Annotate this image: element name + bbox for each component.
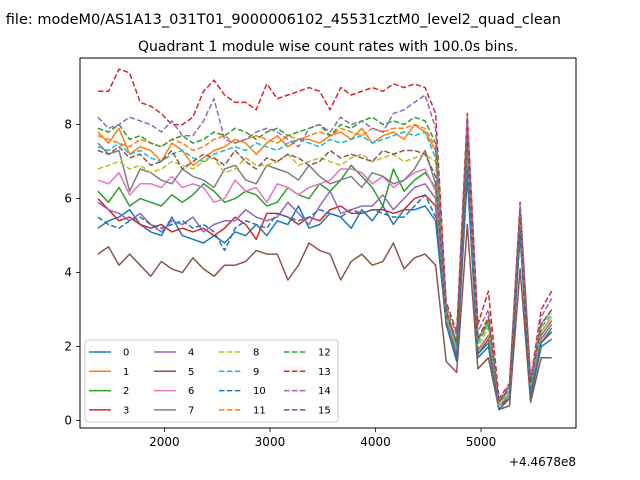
- legend-label-0: 0: [123, 348, 129, 359]
- series-line-15: [97, 138, 553, 403]
- chart-title: Quadrant 1 module wise count rates with …: [138, 39, 518, 55]
- legend-label-5: 5: [188, 367, 194, 378]
- plot-frame: [79, 57, 577, 429]
- legend-label-4: 4: [188, 348, 194, 359]
- x-tick-label: 3000: [255, 435, 286, 449]
- series-line-5: [97, 223, 552, 411]
- legend-label-3: 3: [123, 405, 129, 416]
- x-axis: 2000 3000 4000 5000: [149, 428, 496, 449]
- figure-suptitle: n file: modeM0/AS1A13_031T01_9000006102_…: [0, 12, 561, 28]
- legend-label-6: 6: [188, 386, 194, 397]
- legend-label-12: 12: [318, 348, 331, 359]
- legend-label-9: 9: [253, 367, 259, 378]
- x-tick-label: 4000: [360, 435, 391, 449]
- legend-label-8: 8: [253, 348, 259, 359]
- y-tick-label: 8: [64, 118, 72, 132]
- legend-label-11: 11: [253, 405, 266, 416]
- series-layer: [97, 68, 553, 411]
- legend-label-13: 13: [318, 367, 331, 378]
- y-tick-label: 4: [64, 266, 72, 280]
- y-axis: 0 2 4 6 8: [64, 118, 80, 428]
- legend-label-10: 10: [253, 386, 266, 397]
- x-tick-label: 5000: [466, 435, 497, 449]
- y-tick-label: 2: [64, 340, 72, 354]
- series-line-10: [97, 168, 553, 411]
- legend-label-14: 14: [318, 386, 331, 397]
- legend-label-1: 1: [123, 367, 129, 378]
- x-tick-label: 2000: [149, 435, 180, 449]
- legend-label-15: 15: [318, 405, 331, 416]
- legend-label-7: 7: [188, 405, 194, 416]
- x-axis-offset-label: +4.4678e8: [509, 455, 576, 469]
- legend-label-2: 2: [123, 386, 129, 397]
- y-tick-label: 6: [64, 192, 72, 206]
- legend-box: [84, 339, 339, 423]
- y-tick-label: 0: [64, 414, 72, 428]
